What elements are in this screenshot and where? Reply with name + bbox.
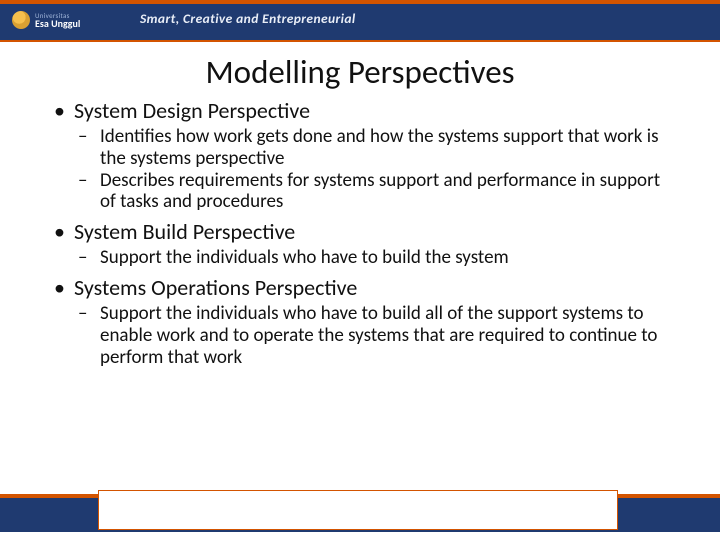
footer-box bbox=[98, 490, 618, 530]
sub-item: Support the individuals who have to buil… bbox=[74, 247, 670, 269]
sub-text: Support the individuals who have to buil… bbox=[100, 302, 657, 369]
bullet-item: Systems Operations Perspective Support t… bbox=[50, 275, 670, 368]
sub-list: Identifies how work gets done and how th… bbox=[74, 126, 670, 213]
sub-list: Support the individuals who have to buil… bbox=[74, 247, 670, 269]
slide-body: System Design Perspective Identifies how… bbox=[0, 98, 720, 369]
header-underline bbox=[0, 40, 720, 42]
bullet-text: System Design Perspective bbox=[74, 97, 310, 124]
sub-item: Support the individuals who have to buil… bbox=[74, 303, 670, 369]
logo-mark-icon bbox=[12, 11, 30, 29]
bullet-list: System Design Perspective Identifies how… bbox=[50, 98, 670, 369]
logo-line2: Esa Unggul bbox=[35, 19, 80, 29]
header-tagline: Smart, Creative and Entrepreneurial bbox=[140, 10, 356, 27]
bullet-text: Systems Operations Perspective bbox=[74, 274, 357, 301]
sub-text: Identifies how work gets done and how th… bbox=[100, 125, 659, 170]
sub-text: Support the individuals who have to buil… bbox=[100, 246, 509, 269]
sub-list: Support the individuals who have to buil… bbox=[74, 303, 670, 369]
logo: Universitas Esa Unggul bbox=[8, 3, 118, 37]
header-accent-top bbox=[0, 0, 720, 4]
header-bar: Universitas Esa Unggul Smart, Creative a… bbox=[0, 0, 720, 40]
footer bbox=[0, 486, 720, 540]
bullet-text: System Build Perspective bbox=[74, 218, 295, 245]
slide: Universitas Esa Unggul Smart, Creative a… bbox=[0, 0, 720, 540]
bullet-item: System Design Perspective Identifies how… bbox=[50, 98, 670, 213]
slide-title: Modelling Perspectives bbox=[0, 52, 720, 92]
logo-text: Universitas Esa Unggul bbox=[35, 12, 80, 29]
sub-item: Identifies how work gets done and how th… bbox=[74, 126, 670, 170]
bullet-item: System Build Perspective Support the ind… bbox=[50, 219, 670, 269]
sub-text: Describes requirements for systems suppo… bbox=[100, 169, 660, 214]
sub-item: Describes requirements for systems suppo… bbox=[74, 170, 670, 214]
